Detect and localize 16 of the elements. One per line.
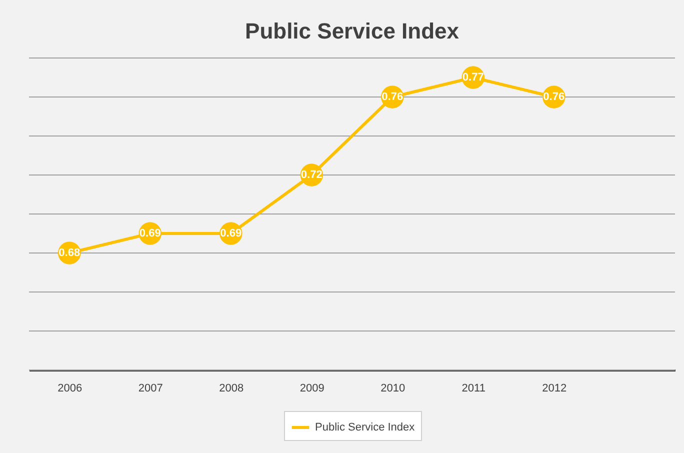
x-tick-label: 2008 <box>219 382 244 394</box>
data-label: 0.76 <box>382 91 404 103</box>
chart-title: Public Service Index <box>245 18 460 44</box>
data-label: 0.69 <box>220 228 242 240</box>
x-tick-label: 2011 <box>462 382 486 394</box>
legend-label: Public Service Index <box>315 422 416 434</box>
data-label: 0.68 <box>58 247 80 259</box>
data-label: 0.72 <box>300 169 322 181</box>
x-tick-label: 2006 <box>58 382 82 394</box>
x-tick-label: 2009 <box>300 382 324 394</box>
data-label: 0.69 <box>139 228 161 240</box>
x-tick-label: 2010 <box>380 382 406 394</box>
data-label: 0.77 <box>462 72 484 84</box>
x-tick-label: 2012 <box>542 382 567 394</box>
data-label: 0.76 <box>543 91 565 103</box>
x-tick-label: 2007 <box>138 382 163 394</box>
